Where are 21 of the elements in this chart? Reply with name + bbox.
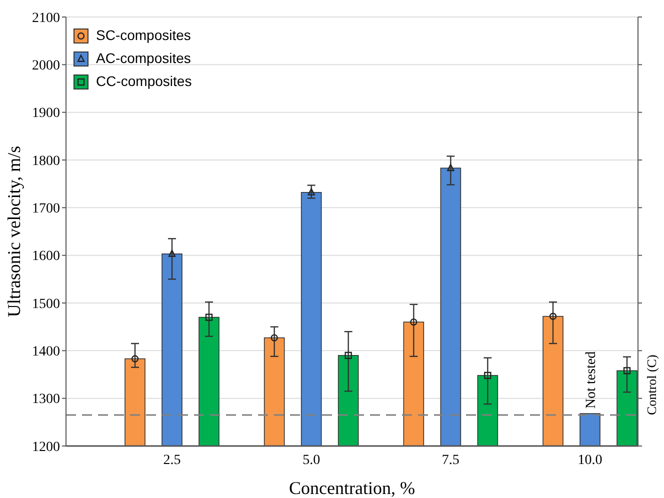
x-tick-label: 5.0 [302,453,320,468]
y-tick-label: 1800 [32,154,60,169]
annotation: Not tested [584,351,599,409]
legend-label: CC-composites [96,73,192,89]
y-tick-label: 1400 [32,344,60,360]
y-tick-label: 1900 [32,106,60,122]
x-tick-label: 2.5 [163,453,181,468]
legend-label: AC-composites [96,50,191,66]
y-tick-label: 2000 [32,58,60,74]
ref-line-label: Control (C) [644,354,659,416]
y-tick-label: 2100 [32,10,60,26]
y-tick-label: 1600 [32,249,60,264]
x-axis-title: Concentration, % [289,478,415,498]
legend-label: SC-composites [96,27,191,43]
y-tick-label: 1700 [32,202,60,217]
y-tick-label: 1200 [32,440,60,455]
y-tick-label: 1500 [32,296,60,312]
y-tick-label: 1300 [32,392,60,408]
y-axis-title: Ultrasonic velocity, m/s [4,146,24,318]
x-tick-label: 7.5 [442,453,460,468]
x-tick-label: 10.0 [578,453,602,468]
